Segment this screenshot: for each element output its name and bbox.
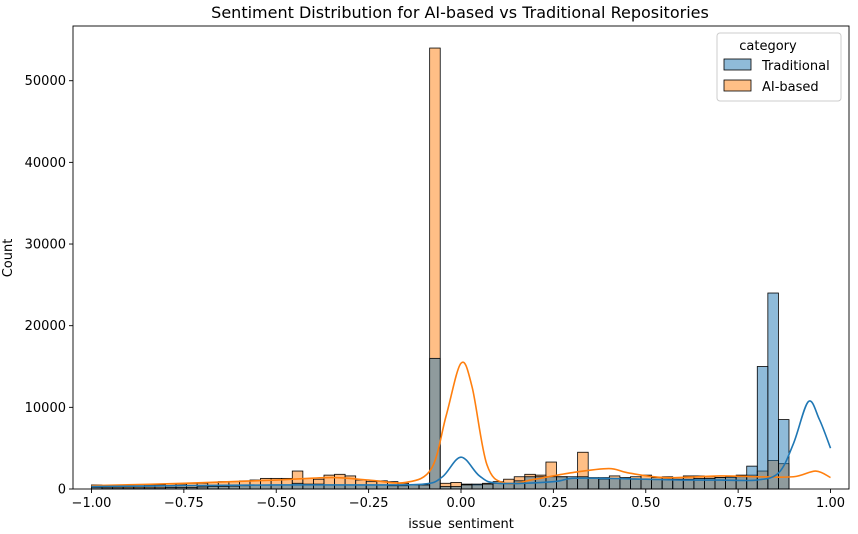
legend-title: category	[739, 39, 797, 54]
bars-layer	[91, 47, 790, 490]
y-axis: 0 10000 20000 30000 40000 50000	[25, 74, 73, 498]
x-tick-label: 0.50	[631, 496, 660, 511]
legend-swatch-traditional	[723, 58, 752, 71]
x-axis: −1.00 −0.75 −0.50 −0.25 0.00 0.25 0.50 0.75 1.00	[72, 489, 845, 511]
y-tick-label: 40000	[25, 156, 66, 171]
kde-layer	[91, 361, 832, 488]
bar-traditional-49	[608, 477, 621, 490]
bar-traditional-37	[482, 483, 494, 490]
kde-line-traditional	[91, 400, 832, 488]
bar-traditional-62	[746, 465, 758, 490]
bar-traditional-43	[545, 476, 557, 490]
y-tick-label: 50000	[25, 74, 66, 89]
bar-traditional-64	[767, 292, 779, 490]
legend: category Traditional AI-based	[716, 32, 842, 102]
x-tick-label: −0.50	[256, 496, 296, 511]
bar-traditional-52	[640, 478, 653, 490]
bar-traditional-29	[397, 485, 409, 490]
x-tick-label: −1.00	[72, 496, 112, 511]
legend-label-traditional: Traditional	[761, 59, 830, 74]
bar-traditional-31	[418, 484, 431, 490]
x-tick-label: 0.00	[447, 496, 476, 511]
bar-traditional-35	[460, 484, 473, 490]
bar-traditional-53	[651, 478, 663, 490]
x-tick-label: 0.25	[539, 496, 568, 511]
y-tick-label: 0	[58, 483, 66, 498]
bar-traditional-50	[619, 477, 631, 490]
bar-traditional-54	[661, 478, 674, 490]
bar-traditional-28	[386, 485, 399, 490]
chart-title: Sentiment Distribution for AI-based vs T…	[211, 3, 709, 22]
bar-traditional-48	[598, 477, 610, 490]
bar-traditional-65	[778, 419, 790, 490]
bar-traditional-63	[756, 366, 769, 490]
legend-label-ai-based: AI-based	[762, 80, 819, 95]
bar-traditional-47	[587, 477, 600, 490]
bar-traditional-14	[239, 485, 251, 490]
bar-traditional-51	[630, 478, 642, 490]
bar-traditional-60	[725, 476, 737, 490]
x-tick-label: 0.75	[724, 496, 753, 511]
kde-line-ai-based	[91, 361, 831, 487]
bar-traditional-36	[471, 483, 483, 490]
y-axis-label: Count	[1, 239, 16, 278]
y-tick-label: 10000	[25, 401, 66, 416]
legend-swatch-ai-based	[723, 79, 752, 92]
y-tick-label: 20000	[25, 319, 66, 334]
x-tick-label: −0.25	[349, 496, 389, 511]
x-tick-label: 1.00	[816, 496, 845, 511]
x-axis-label: issue_sentiment	[408, 517, 514, 530]
x-tick-label: −0.75	[164, 496, 204, 511]
y-tick-label: 30000	[25, 238, 66, 253]
